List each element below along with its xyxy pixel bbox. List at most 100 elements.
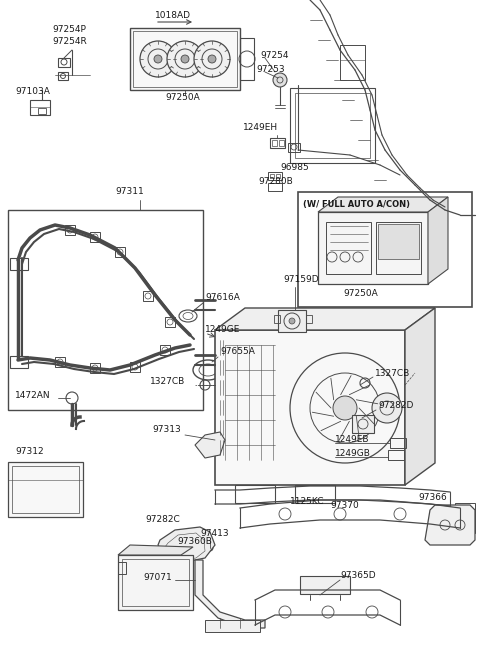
Text: 97282D: 97282D (378, 401, 413, 409)
Bar (326, 222, 371, 274)
Text: 1472AN: 1472AN (15, 391, 50, 399)
Bar (306, 315, 312, 323)
Bar (165, 317, 175, 327)
Text: 97370: 97370 (330, 501, 359, 509)
Bar (270, 138, 285, 148)
Text: 97250A: 97250A (343, 289, 378, 299)
Text: 97254P: 97254P (52, 25, 86, 34)
Bar (122, 559, 189, 606)
Text: 1327CB: 1327CB (375, 368, 410, 378)
Text: 97616A: 97616A (205, 293, 240, 303)
Bar (376, 222, 421, 274)
Bar (38, 108, 46, 114)
Bar (279, 140, 284, 146)
Circle shape (208, 55, 216, 63)
Text: 97365D: 97365D (340, 570, 376, 580)
Circle shape (154, 55, 162, 63)
Text: 1249GE: 1249GE (205, 325, 240, 335)
Bar (160, 345, 170, 355)
Circle shape (194, 41, 230, 77)
Bar (90, 232, 100, 242)
Text: 97254: 97254 (260, 50, 288, 60)
Bar (205, 620, 260, 632)
Circle shape (207, 545, 213, 551)
Polygon shape (118, 545, 193, 555)
Bar (215, 330, 405, 485)
Circle shape (167, 41, 203, 77)
Bar (90, 363, 100, 373)
Bar (318, 212, 428, 284)
Bar (130, 362, 140, 372)
Bar (58, 72, 68, 80)
Bar (8, 210, 203, 410)
Text: 97254R: 97254R (52, 36, 87, 46)
Bar (300, 576, 350, 594)
Bar (30, 100, 50, 115)
Text: 97413: 97413 (200, 529, 228, 537)
Bar (272, 140, 277, 146)
Text: 97159D: 97159D (283, 276, 319, 285)
Text: 1327CB: 1327CB (150, 378, 185, 386)
Bar (274, 315, 280, 323)
Bar (276, 174, 280, 178)
Polygon shape (425, 505, 475, 545)
Text: 97312: 97312 (15, 448, 44, 456)
Text: 1249EB: 1249EB (335, 435, 370, 444)
Bar (130, 28, 240, 90)
Circle shape (140, 41, 176, 77)
Bar (235, 485, 275, 503)
Bar (115, 247, 125, 257)
Bar (378, 224, 419, 259)
Text: 97282C: 97282C (145, 515, 180, 525)
Bar (268, 172, 282, 180)
Polygon shape (195, 560, 265, 628)
Text: 97360B: 97360B (177, 537, 212, 546)
Bar (65, 225, 75, 235)
Text: 97313: 97313 (152, 425, 181, 435)
Bar (55, 357, 65, 367)
Bar (455, 503, 475, 533)
Bar (295, 485, 335, 503)
Polygon shape (405, 308, 435, 485)
Text: 97071: 97071 (143, 572, 172, 582)
Polygon shape (158, 527, 215, 562)
Bar (58, 58, 70, 67)
Bar (278, 310, 306, 332)
Bar (352, 415, 374, 433)
Bar (290, 88, 375, 163)
Text: 1249GB: 1249GB (335, 450, 371, 458)
Bar (12, 466, 79, 513)
Bar (118, 555, 193, 610)
Bar (10, 356, 28, 368)
Circle shape (372, 393, 402, 423)
Text: 1249EH: 1249EH (243, 123, 278, 132)
Bar (288, 143, 300, 152)
Bar (390, 438, 406, 448)
Text: 97250A: 97250A (165, 93, 200, 103)
Polygon shape (215, 308, 435, 330)
Bar (133, 31, 237, 87)
Bar (143, 291, 153, 301)
Circle shape (273, 73, 287, 87)
Text: 97280B: 97280B (258, 178, 293, 187)
Text: 97366: 97366 (418, 493, 447, 501)
Circle shape (333, 396, 357, 420)
Text: 1018AD: 1018AD (155, 11, 191, 21)
Bar (295, 93, 370, 158)
Bar (298, 192, 472, 307)
Text: 96985: 96985 (280, 164, 309, 172)
Bar (10, 258, 28, 270)
Bar (270, 174, 274, 178)
Bar (268, 183, 282, 191)
Text: 97311: 97311 (115, 187, 144, 197)
Bar (8, 462, 83, 517)
Polygon shape (428, 197, 448, 284)
Polygon shape (195, 432, 225, 458)
Text: 97103A: 97103A (15, 87, 50, 97)
Bar (118, 562, 126, 574)
Bar (388, 450, 404, 460)
Polygon shape (318, 197, 448, 212)
Text: 97655A: 97655A (220, 348, 255, 356)
Text: 1125KC: 1125KC (290, 497, 324, 507)
Bar (240, 38, 254, 80)
